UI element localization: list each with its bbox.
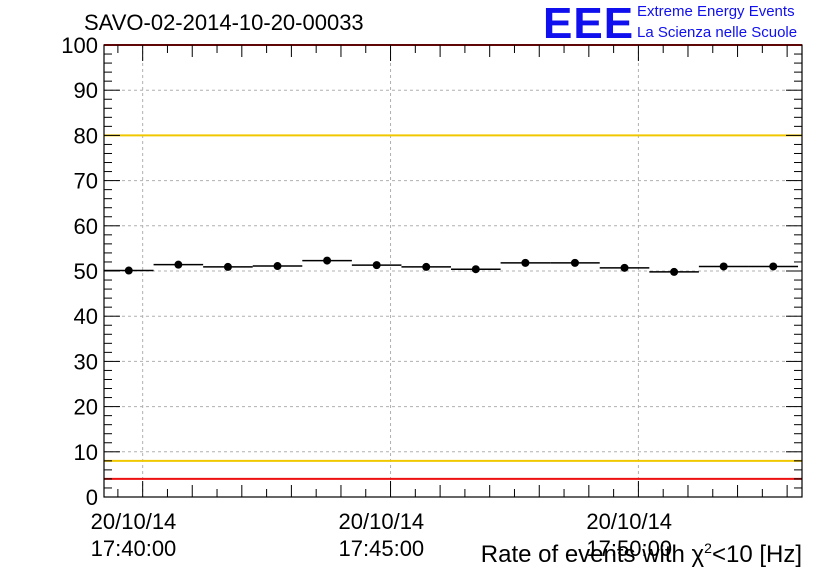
run-title: SAVO-02-2014-10-20-00033 [84,10,364,35]
data-point [769,262,778,271]
x-tick-date-label: 20/10/14 [91,509,177,534]
data-point [174,260,183,269]
x-axis-title-sup: 2 [704,540,712,556]
data-point [323,256,332,265]
x-tick-date-label: 20/10/14 [586,509,672,534]
x-tick-time-label: 17:50:00 [586,536,672,561]
data-point [273,262,282,271]
data-point [670,267,679,276]
y-tick-label: 50 [74,259,98,284]
y-tick-label: 30 [74,349,98,374]
y-tick-label: 90 [74,78,98,103]
y-tick-label: 100 [61,33,98,58]
y-tick-label: 20 [74,395,98,420]
data-point [471,265,480,274]
grid-layer [104,45,802,497]
y-tick-label: 80 [74,123,98,148]
data-point [719,262,728,271]
data-point [124,266,133,275]
y-tick-label: 40 [74,304,98,329]
x-axis-title: Rate of events with χ2<10 [Hz] [481,540,802,569]
data-point [570,258,579,267]
data-point [372,261,381,270]
x-tick-time-label: 17:45:00 [339,536,425,561]
data-point [223,262,232,271]
y-tick-label: 70 [74,169,98,194]
reference-lines [104,44,802,480]
axes: 010203040506070809010020/10/1417:40:0020… [61,33,803,561]
x-axis-title-prefix: Rate of events with χ [480,541,705,568]
data-point [422,262,431,271]
data-points [104,256,799,276]
x-tick-time-label: 17:40:00 [91,536,177,561]
x-tick-date-label: 20/10/14 [339,509,425,534]
y-tick-label: 10 [74,440,98,465]
x-axis-title-suffix: <10 [Hz] [711,541,802,568]
logo-subtitle-1: Extreme Energy Events [637,3,795,20]
y-tick-label: 60 [74,214,98,239]
eee-logo: EEE [543,0,635,48]
data-point [521,258,530,267]
data-point [620,263,629,272]
y-tick-label: 0 [86,485,98,510]
logo-subtitle-2: La Scienza nelle Scuole [637,24,798,41]
